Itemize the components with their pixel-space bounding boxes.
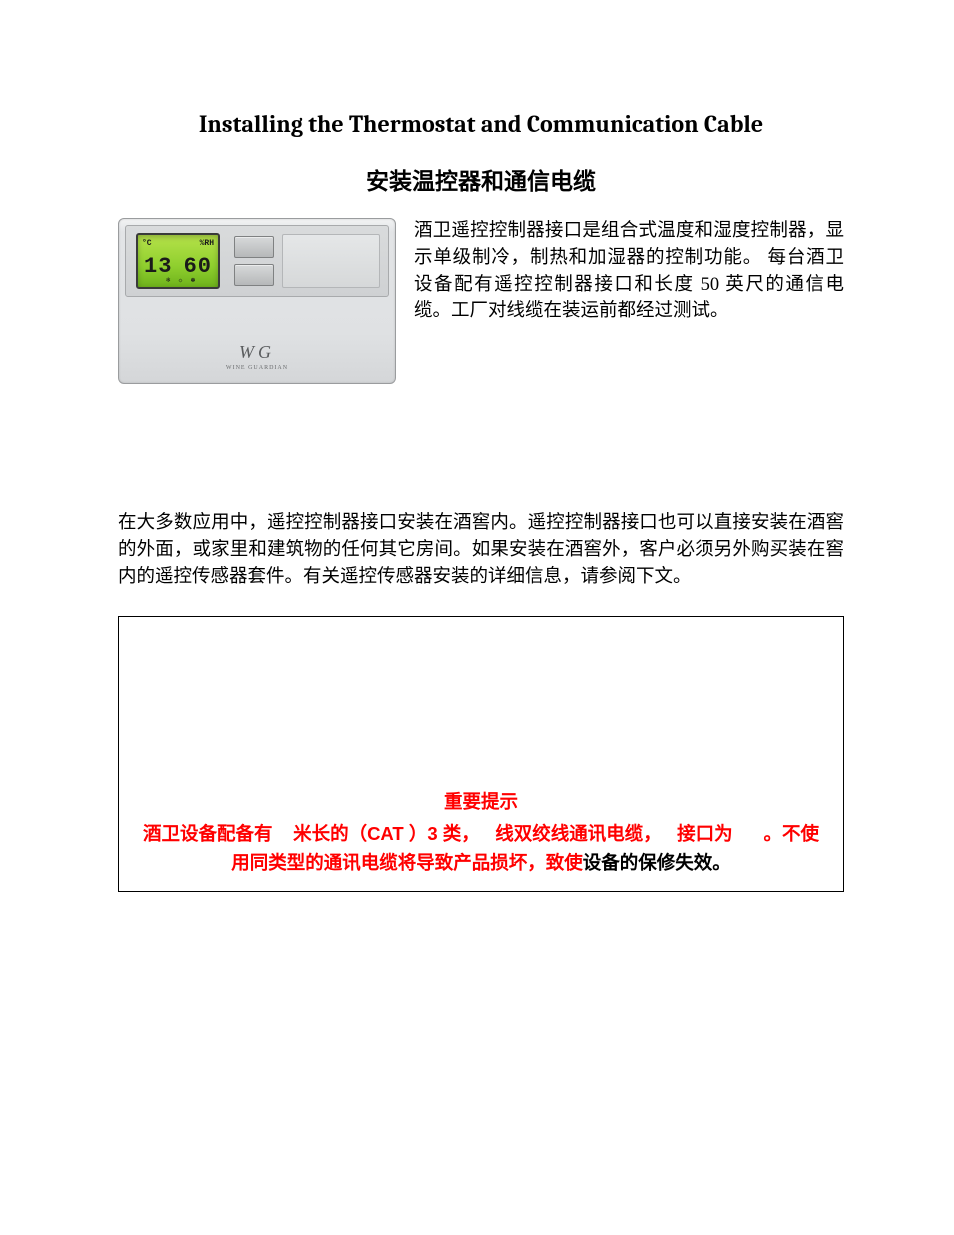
title-english: Installing the Thermostat and Communicat… [118, 110, 844, 138]
title-chinese: 安装温控器和通信电缆 [118, 162, 844, 196]
thermostat-device: °C %RH 13 60 ❄ ☼ ✽ WG WINE GUARDIAN [118, 218, 396, 384]
intro-section: °C %RH 13 60 ❄ ☼ ✽ WG WINE GUARDIAN [118, 218, 844, 390]
thermostat-top-panel: °C %RH 13 60 ❄ ☼ ✽ [125, 225, 389, 297]
thermostat-figure: °C %RH 13 60 ❄ ☼ ✽ WG WINE GUARDIAN [118, 218, 396, 384]
warn-seg-3: 线双绞线通讯电缆， [495, 823, 662, 844]
warn-seg-1: 酒卫设备配备有 [143, 823, 273, 844]
warn-seg-6-black: 设备的保修失效。 [583, 852, 731, 873]
lcd-humidity-unit: %RH [200, 239, 214, 248]
warning-title: 重要提示 [137, 788, 825, 814]
warning-box: 重要提示 酒卫设备配备有 米长的（CAT ）3 类， 线双绞线通讯电缆， 接口为… [118, 616, 844, 892]
warning-content: 重要提示 酒卫设备配备有 米长的（CAT ）3 类， 线双绞线通讯电缆， 接口为… [137, 788, 825, 877]
vertical-spacer [118, 390, 844, 510]
lcd-mode-icons: ❄ ☼ ✽ [166, 276, 197, 285]
lcd-degree-unit: °C [142, 239, 152, 248]
thermostat-brand: WG WINE GUARDIAN [119, 342, 395, 371]
thermostat-down-button [234, 264, 274, 286]
brand-logo-text: WG [119, 342, 395, 363]
thermostat-button-group [234, 236, 274, 292]
warn-seg-2: 米长的（CAT ）3 类， [293, 823, 480, 844]
thermostat-cover-panel [282, 234, 380, 288]
paragraph-2: 在大多数应用中，遥控控制器接口安装在酒窖内。遥控控制器接口也可以直接安装在酒窖的… [118, 510, 844, 590]
warn-seg-4: 接口为 [677, 823, 733, 844]
thermostat-up-button [234, 236, 274, 258]
page-content: Installing the Thermostat and Communicat… [0, 0, 954, 892]
warning-body: 酒卫设备配备有 米长的（CAT ）3 类， 线双绞线通讯电缆， 接口为 。不使用… [137, 820, 825, 877]
thermostat-lcd: °C %RH 13 60 ❄ ☼ ✽ [136, 233, 220, 289]
brand-subtext: WINE GUARDIAN [119, 365, 395, 371]
